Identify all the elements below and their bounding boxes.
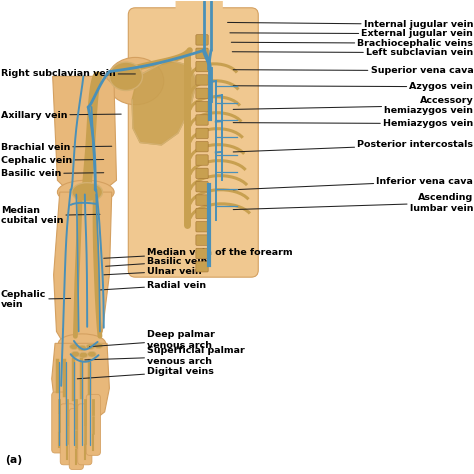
- Ellipse shape: [79, 352, 88, 358]
- Text: (a): (a): [5, 455, 23, 465]
- Ellipse shape: [78, 345, 86, 351]
- FancyBboxPatch shape: [69, 409, 83, 470]
- Ellipse shape: [70, 344, 78, 349]
- Ellipse shape: [94, 343, 103, 348]
- Polygon shape: [53, 76, 117, 190]
- FancyBboxPatch shape: [175, 0, 223, 53]
- FancyBboxPatch shape: [196, 88, 208, 99]
- Polygon shape: [52, 343, 109, 421]
- FancyBboxPatch shape: [196, 35, 208, 45]
- Ellipse shape: [58, 334, 106, 353]
- Polygon shape: [54, 192, 112, 341]
- Text: Median vein of the forearm: Median vein of the forearm: [104, 247, 293, 258]
- FancyBboxPatch shape: [86, 394, 100, 456]
- FancyBboxPatch shape: [196, 155, 208, 165]
- FancyBboxPatch shape: [196, 62, 208, 72]
- Ellipse shape: [107, 57, 164, 105]
- Text: Posterior intercostals: Posterior intercostals: [233, 140, 474, 152]
- Ellipse shape: [86, 344, 95, 349]
- Text: Right subclavian vein: Right subclavian vein: [0, 70, 136, 79]
- Text: Axillary vein: Axillary vein: [0, 110, 121, 119]
- Text: Azygos vein: Azygos vein: [233, 82, 474, 91]
- FancyBboxPatch shape: [196, 182, 208, 192]
- Text: Digital veins: Digital veins: [77, 367, 214, 379]
- Ellipse shape: [109, 62, 143, 91]
- FancyBboxPatch shape: [52, 392, 66, 453]
- FancyBboxPatch shape: [196, 75, 208, 85]
- FancyBboxPatch shape: [196, 248, 208, 259]
- Text: Radial vein: Radial vein: [100, 281, 206, 290]
- FancyBboxPatch shape: [196, 195, 208, 205]
- FancyBboxPatch shape: [128, 8, 258, 277]
- Ellipse shape: [71, 351, 80, 357]
- Text: Left subclavian vein: Left subclavian vein: [232, 48, 474, 57]
- Text: Inferior vena cava: Inferior vena cava: [233, 177, 474, 190]
- Polygon shape: [138, 19, 246, 265]
- FancyBboxPatch shape: [196, 141, 208, 152]
- Text: External jugular vein: External jugular vein: [230, 29, 474, 38]
- FancyBboxPatch shape: [78, 404, 92, 465]
- Text: Basilic vein: Basilic vein: [106, 257, 208, 266]
- Text: Brachial vein: Brachial vein: [0, 143, 112, 152]
- FancyBboxPatch shape: [196, 168, 208, 179]
- Text: Cephalic
vein: Cephalic vein: [0, 290, 71, 309]
- Text: Deep palmar
venous arch: Deep palmar venous arch: [90, 330, 215, 350]
- FancyBboxPatch shape: [196, 208, 208, 219]
- FancyBboxPatch shape: [196, 221, 208, 232]
- FancyBboxPatch shape: [196, 128, 208, 138]
- Text: Superficial palmar
venous arch: Superficial palmar venous arch: [85, 346, 245, 366]
- Text: Internal jugular vein: Internal jugular vein: [228, 20, 474, 29]
- Polygon shape: [132, 60, 197, 145]
- Ellipse shape: [72, 182, 102, 201]
- Text: Cephalic vein: Cephalic vein: [0, 156, 104, 165]
- Text: Ascending
lumbar vein: Ascending lumbar vein: [233, 193, 474, 213]
- FancyBboxPatch shape: [196, 115, 208, 125]
- FancyBboxPatch shape: [60, 404, 74, 465]
- FancyBboxPatch shape: [196, 101, 208, 112]
- FancyBboxPatch shape: [196, 262, 208, 272]
- FancyBboxPatch shape: [196, 48, 208, 58]
- Text: Hemiazygos vein: Hemiazygos vein: [233, 119, 474, 128]
- Text: Superior vena cava: Superior vena cava: [233, 66, 474, 75]
- FancyBboxPatch shape: [196, 235, 208, 245]
- Text: Basilic vein: Basilic vein: [0, 169, 104, 178]
- Ellipse shape: [57, 180, 114, 204]
- Text: Accessory
hemiazygos vein: Accessory hemiazygos vein: [233, 96, 474, 115]
- Text: Brachiocephalic veins: Brachiocephalic veins: [231, 39, 474, 48]
- Text: Median
cubital vein: Median cubital vein: [0, 206, 100, 226]
- Text: Ulnar vein: Ulnar vein: [104, 266, 202, 275]
- Ellipse shape: [88, 351, 96, 357]
